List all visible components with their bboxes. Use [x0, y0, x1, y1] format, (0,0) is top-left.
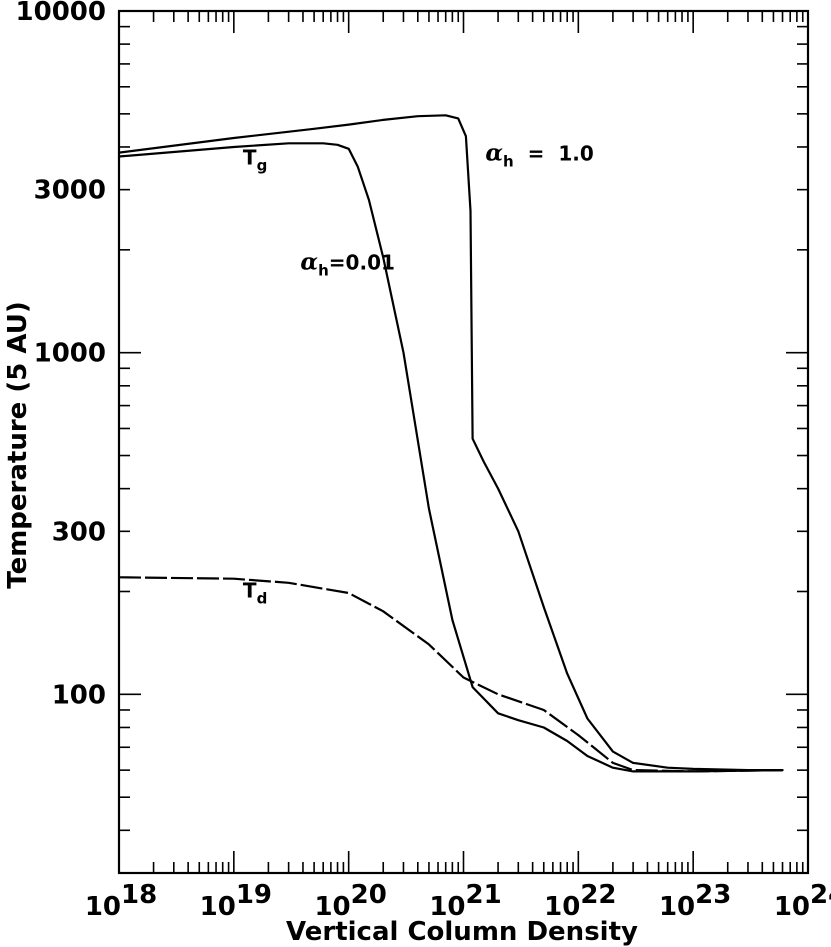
svg-text:10: 10 — [544, 892, 580, 922]
x-tick-label: 10 23 — [659, 880, 731, 922]
series-T_d — [118, 576, 783, 773]
series-alpha_h_0.01 — [117, 142, 784, 773]
svg-text:10: 10 — [774, 892, 810, 922]
svg-text:10: 10 — [200, 892, 236, 922]
annotation-td: Td — [243, 579, 267, 608]
x-tick-label: 10 20 — [314, 880, 386, 922]
svg-text:10: 10 — [429, 892, 465, 922]
svg-text:23: 23 — [695, 880, 731, 910]
x-tick-label: 1024 — [774, 880, 831, 922]
y-tick-label: 1000 — [34, 339, 106, 369]
svg-text:21: 21 — [466, 880, 502, 910]
tick-marks — [118, 10, 808, 874]
annotation-ah001: αh=0.01 — [300, 249, 395, 280]
svg-text:19: 19 — [236, 880, 272, 910]
x-tick-label: 10 19 — [200, 880, 272, 922]
svg-text:10: 10 — [85, 892, 121, 922]
svg-text:22: 22 — [580, 880, 616, 910]
tick-labels: 1018101910201021102210231024100300100030… — [16, 0, 831, 922]
annotations: Tg αh = 1.0 αh=0.01 Td — [243, 140, 594, 608]
series-alpha_h_1 — [117, 114, 784, 772]
svg-text:24: 24 — [810, 880, 831, 910]
x-tick-label: 10 18 — [85, 880, 157, 922]
y-tick-label: 300 — [52, 517, 106, 547]
y-axis-label: Temperature (5 AU) — [3, 301, 33, 588]
svg-text:20: 20 — [351, 880, 387, 910]
y-tick-label: 100 — [52, 680, 106, 710]
y-tick-label: 10000 — [16, 0, 106, 27]
curves — [117, 114, 784, 773]
x-tick-label: 10 22 — [544, 880, 616, 922]
svg-text:10: 10 — [314, 892, 350, 922]
plot-frame — [117, 9, 810, 875]
annotation-ah1: αh = 1.0 — [485, 140, 593, 171]
annotation-tg: Tg — [243, 146, 267, 175]
y-tick-label: 3000 — [34, 176, 106, 206]
x-axis-label: Vertical Column Density — [286, 917, 638, 947]
svg-text:18: 18 — [121, 880, 157, 910]
x-tick-label: 10 21 — [429, 880, 501, 922]
svg-text:10: 10 — [659, 892, 695, 922]
